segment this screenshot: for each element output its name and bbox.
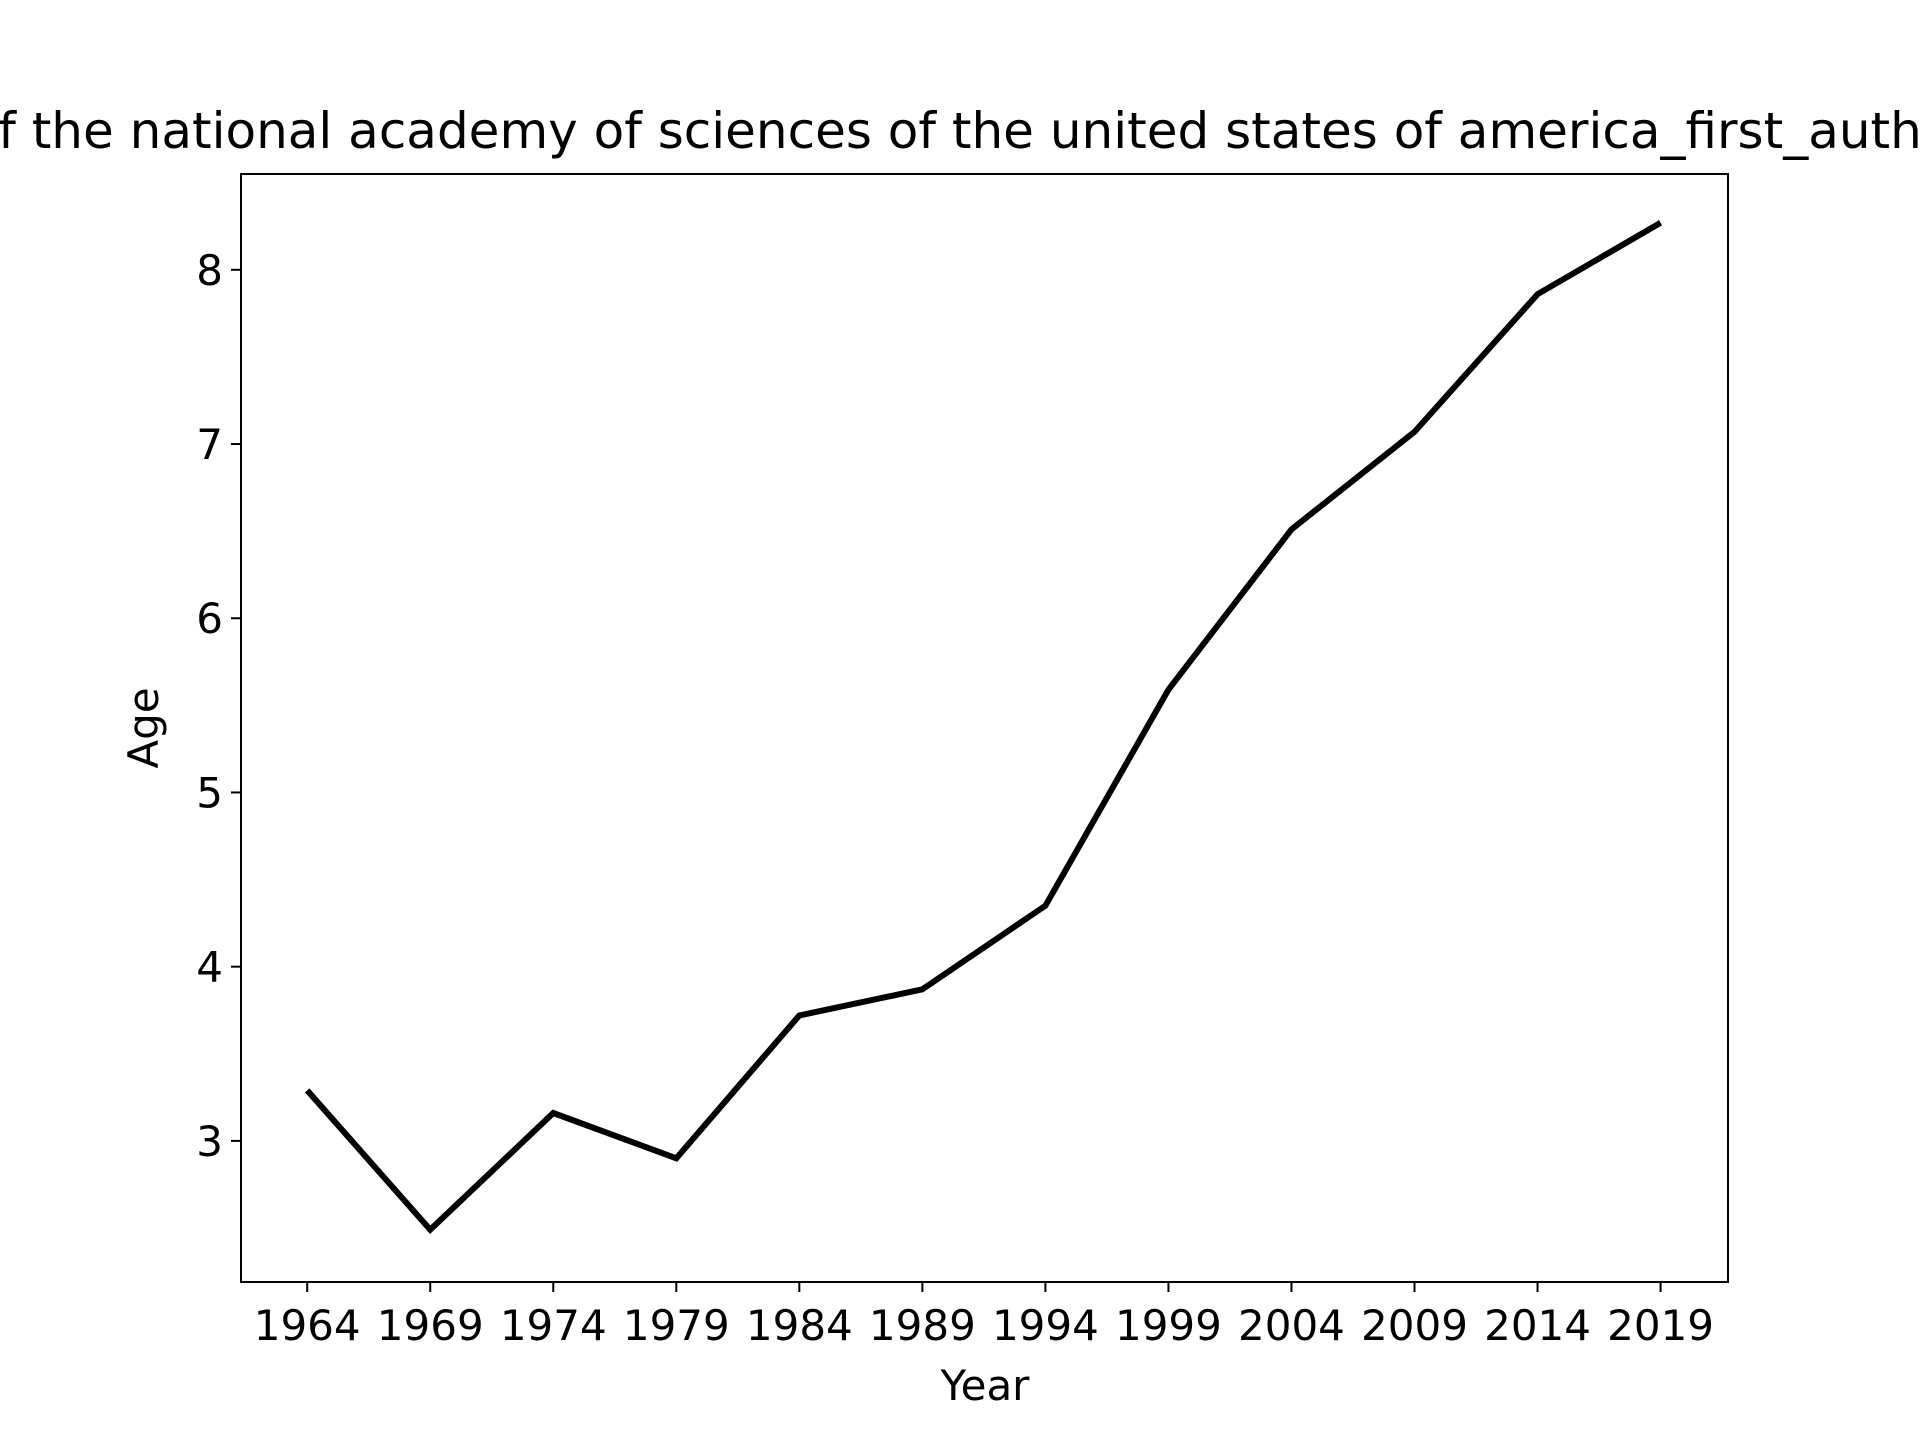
x-tick-label: 1984 (746, 1301, 853, 1350)
x-tick-label: 1994 (992, 1301, 1099, 1350)
y-axis-label: Age (119, 687, 168, 768)
chart-title: f the national academy of sciences of th… (0, 102, 1920, 160)
x-tick-label: 1969 (377, 1301, 484, 1350)
y-tick-label: 3 (196, 1117, 223, 1166)
x-tick-label: 2004 (1238, 1301, 1345, 1350)
plot-frame (240, 173, 1729, 1283)
x-tick-label: 1964 (254, 1301, 361, 1350)
y-tick-label: 4 (196, 943, 223, 992)
x-tick-label: 2009 (1361, 1301, 1468, 1350)
x-tick-label: 2014 (1484, 1301, 1591, 1350)
x-tick-label: 1989 (869, 1301, 976, 1350)
x-tick-label: 1974 (500, 1301, 607, 1350)
line-series (304, 220, 1663, 1235)
x-tick-label: 1999 (1115, 1301, 1222, 1350)
y-tick-label: 5 (196, 768, 223, 817)
y-tick-label: 8 (196, 246, 223, 295)
y-tick-label: 7 (196, 420, 223, 469)
x-tick-label: 1979 (623, 1301, 730, 1350)
y-tick-label: 6 (196, 594, 223, 643)
x-axis-label: Year (940, 1361, 1031, 1410)
x-tick-label: 2019 (1607, 1301, 1714, 1350)
